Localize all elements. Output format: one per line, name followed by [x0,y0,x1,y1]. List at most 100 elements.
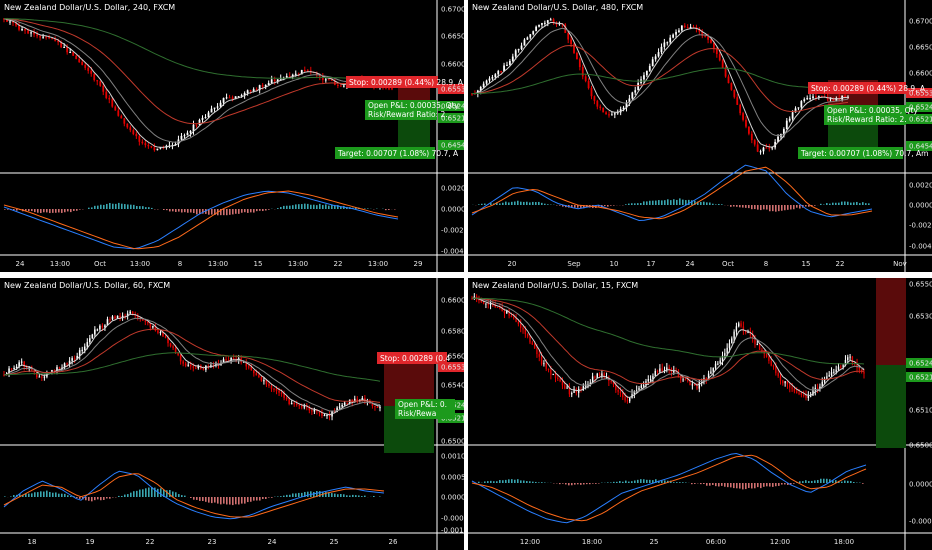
macd-hist-bar [235,209,237,214]
macd-hist-bar [820,478,822,483]
candle-body [71,358,73,361]
candle-body [117,110,120,116]
time-axis-label: 25 [650,538,659,546]
macd-hist-bar [733,483,735,489]
candle-body [552,19,555,23]
macd-hist-bar [31,209,33,212]
candle-body [324,79,327,81]
candle-body [154,326,157,331]
macd-hist-bar [31,493,33,497]
candle-body [147,321,149,324]
candle-body [698,382,701,389]
candle-body [522,327,524,330]
macd-hist-bar [826,203,828,205]
macd-hist-bar [172,209,174,212]
macd-hist-bar [295,493,297,497]
macd-hist-bar [352,494,354,497]
candle-body [263,380,265,382]
candle-body [543,363,545,365]
candle-body [637,83,640,91]
chart-canvas-60[interactable]: 0.660000.658000.656000.655370.654000.652… [0,278,464,550]
candle-body [517,322,520,324]
macd-hist-bar [88,497,90,501]
chart-pane-60[interactable]: 0.660000.658000.656000.655370.654000.652… [0,278,464,550]
macd-hist-bar [535,481,537,483]
candle-body [756,344,759,346]
macd-hist-bar [343,494,345,497]
macd-hist-bar [814,480,816,483]
macd-hist-bar [118,202,120,209]
candle-body [210,108,213,113]
candle-body [545,363,547,369]
candle-body [102,85,105,92]
candle-body [15,22,17,26]
candle-body [713,42,715,49]
candle-body [761,349,763,351]
indicator-axis-label: -0.0020 [441,227,464,235]
macd-hist-bar [256,209,258,212]
price-axis-label: 0.65213 [441,115,464,123]
macd-hist-bar [637,203,639,205]
macd-hist-bar [268,497,270,498]
candle-body [844,95,846,98]
candle-body [105,91,108,99]
candle-body [99,81,102,86]
macd-hist-bar [64,493,66,497]
macd-hist-bar [223,497,225,504]
candle-body [83,346,86,350]
candle-body [515,318,517,323]
macd-hist-bar [277,208,279,209]
signal-line [471,166,873,220]
macd-hist-bar [181,209,183,213]
macd-hist-bar [46,490,48,497]
macd-hist-bar [130,492,132,497]
candle-body [659,368,661,372]
macd-hist-bar [520,480,522,483]
macd-hist-bar [316,205,318,209]
candle-body [772,365,775,367]
macd-hist-bar [319,203,321,209]
candle-body [802,394,805,396]
macd-hist-bar [832,202,834,205]
candle-body [488,78,491,81]
macd-hist-bar [640,203,642,205]
indicator-axis-label: 0.0020 [441,185,464,193]
candle-body [492,303,494,306]
indicator-axis-label: -0.0040 [909,243,932,251]
macd-hist-bar [505,479,507,483]
candle-body [174,347,177,353]
macd-hist-bar [28,209,30,212]
macd-hist-bar [178,494,180,497]
candle-body [267,83,270,85]
time-axis-label: 10 [610,260,619,268]
macd-hist-bar [841,481,843,483]
macd-hist-bar [13,209,15,210]
candle-body [323,415,326,417]
macd-hist-bar [559,483,561,485]
macd-hist-bar [631,203,633,205]
macd-hist-bar [700,202,702,205]
candle-body [111,316,114,320]
candle-body [640,385,643,388]
candle-body [3,374,5,376]
macd-hist-bar [127,494,129,497]
macd-hist-bar [16,209,18,211]
candle-body [520,323,522,328]
macd-hist-bar [787,205,789,210]
candle-body [835,98,838,101]
candle-body [613,113,616,115]
candle-body [687,379,689,381]
macd-hist-bar [331,493,333,497]
macd-hist-bar [379,496,381,497]
candle-body [197,365,200,369]
open-pnl-label: Open P&L: 0. [398,400,447,409]
candle-body [511,56,514,61]
macd-hist-bar [499,203,501,205]
